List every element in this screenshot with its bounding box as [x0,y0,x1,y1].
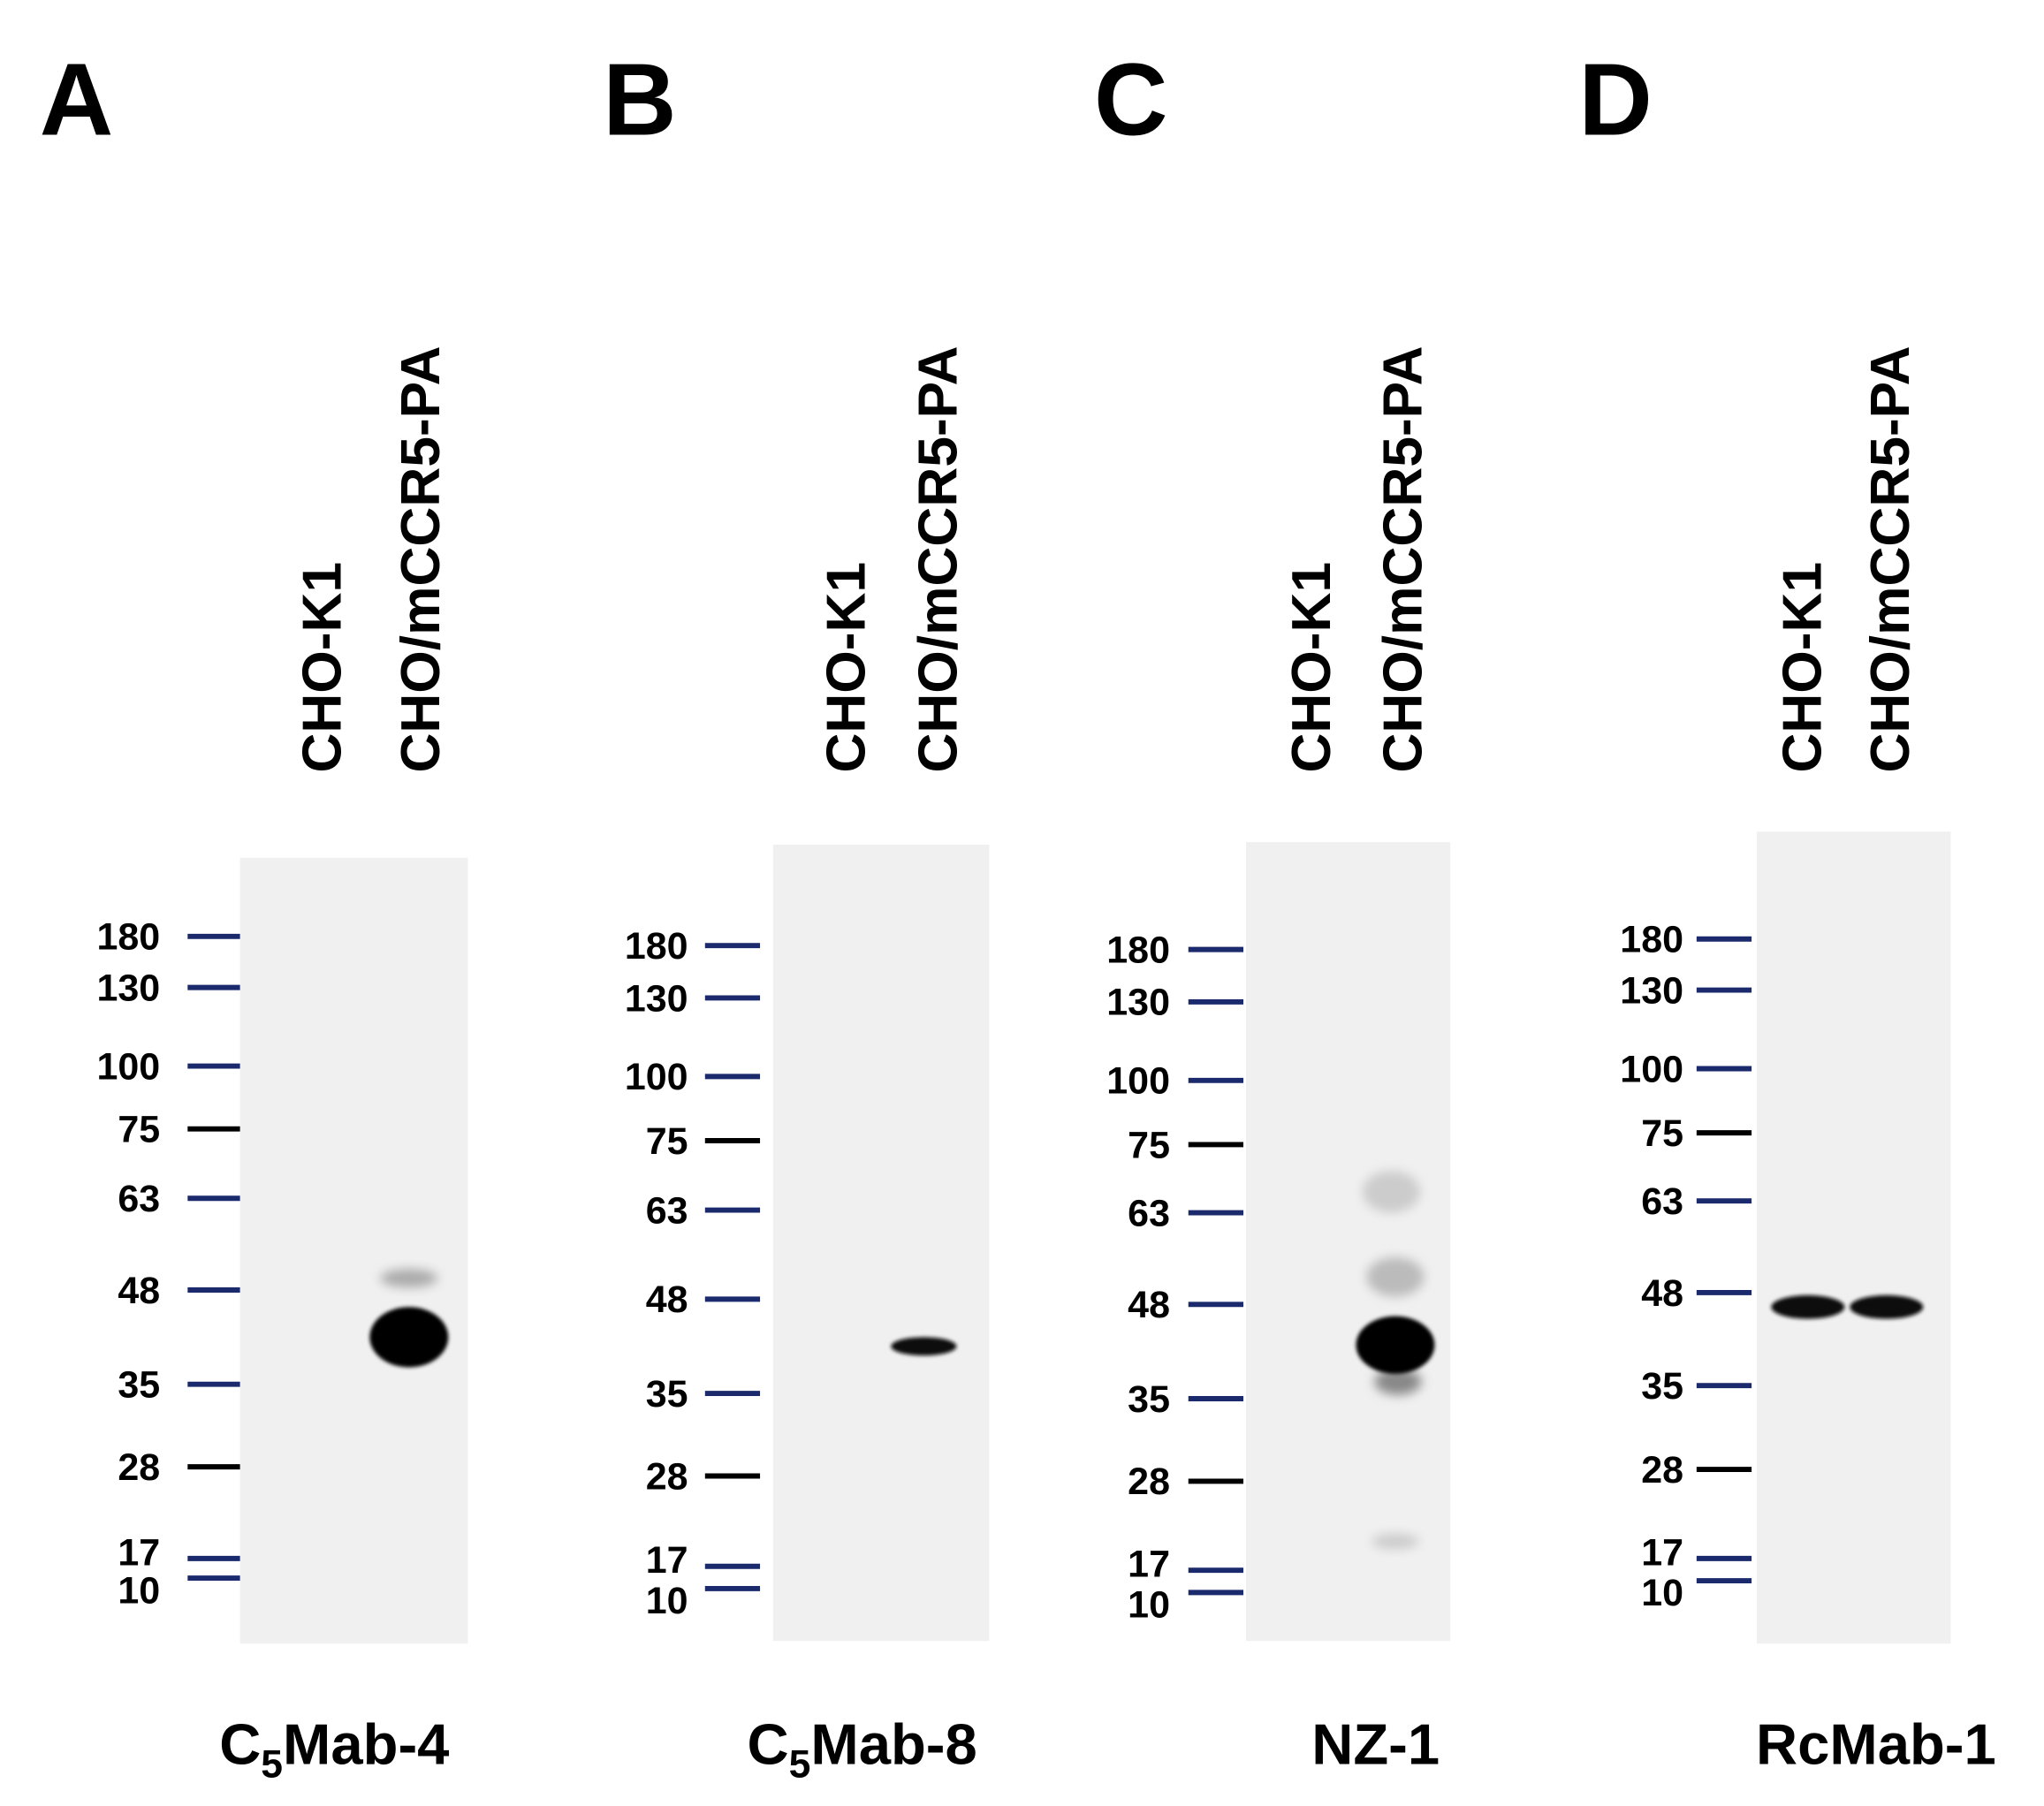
panel-letter: B [603,43,677,157]
marker-label: 48 [1128,1284,1170,1326]
antibody-subscript: 5 [789,1742,811,1786]
lane-label: CHO-K1 [1281,562,1342,773]
marker-label: 63 [1641,1180,1683,1223]
blot-membrane [772,845,990,1642]
marker-label: 100 [1620,1048,1683,1090]
antibody-name: C5Mab-4 [219,1712,449,1787]
marker-label: 75 [646,1120,688,1163]
marker-label: 130 [1620,969,1683,1012]
blot-membrane [1757,831,1951,1644]
marker-label: 63 [118,1178,160,1220]
panel: A CHO-K1 CHO/mCCR5-PA 180 130 100 75 63 48 35 28 17… [40,43,468,1787]
panel: C CHO-K1 CHO/mCCR5-PA 180 130 100 75 63 48 35 28 17… [1094,43,1451,1777]
marker-label: 17 [118,1531,160,1574]
antibody-prefix: RcMab-1 [1756,1712,1996,1777]
antibody-prefix: NZ-1 [1311,1712,1440,1777]
band [1771,1294,1845,1319]
marker-label: 35 [646,1373,688,1415]
marker-label: 63 [1128,1192,1170,1234]
antibody-subscript: 5 [261,1742,283,1786]
band [380,1269,438,1288]
marker-label: 130 [1106,982,1170,1024]
antibody-name: RcMab-1 [1756,1712,1996,1777]
marker-label: 100 [625,1056,688,1098]
marker-label: 130 [625,977,688,1020]
marker-label: 48 [1641,1272,1683,1315]
antibody-suffix: Mab-8 [810,1712,976,1777]
marker-label: 63 [646,1189,688,1232]
antibody-suffix: Mab-4 [283,1712,449,1777]
marker-label: 100 [96,1045,160,1088]
antibody-prefix: C [219,1712,261,1777]
antibody-name: C5Mab-8 [748,1712,977,1787]
marker-label: 130 [96,967,160,1009]
marker-label: 35 [118,1364,160,1407]
antibody-prefix: C [748,1712,789,1777]
band [1850,1294,1924,1319]
band [1362,1171,1421,1213]
lane-label: CHO-K1 [817,562,878,773]
marker-label: 75 [118,1109,160,1151]
marker-label: 48 [118,1270,160,1312]
panel-letter: D [1578,43,1653,157]
panel-letter: A [40,43,114,157]
marker-label: 35 [1641,1365,1683,1408]
panel: D CHO-K1 CHO/mCCR5-PA 180 130 100 75 63 48 35 28 17… [1578,43,1995,1777]
marker-label: 28 [118,1446,160,1489]
antibody-name: NZ-1 [1311,1712,1440,1777]
panel: B CHO-K1 CHO/mCCR5-PA 180 130 100 75 63 48 35 28 17… [603,43,990,1787]
marker-label: 10 [646,1580,688,1622]
marker-label: 100 [1106,1060,1170,1103]
blot-membrane [239,857,468,1644]
marker-label: 180 [96,916,160,959]
lane-label: CHO/mCCR5-PA [391,345,452,772]
lane-label: CHO/mCCR5-PA [908,345,969,772]
marker-label: 17 [646,1539,688,1582]
marker-label: 28 [646,1455,688,1498]
marker-label: 180 [625,925,688,968]
lane-label: CHO/mCCR5-PA [1373,345,1434,772]
marker-label: 48 [646,1279,688,1321]
blot-membrane [1245,842,1451,1642]
marker-label: 35 [1128,1378,1170,1421]
lane-label: CHO/mCCR5-PA [1860,345,1921,772]
panel-letter: C [1094,43,1168,157]
lane-label: CHO-K1 [1773,562,1834,773]
lane-label: CHO-K1 [293,562,353,773]
marker-label: 10 [1641,1572,1683,1614]
marker-label: 28 [1128,1461,1170,1503]
band [1366,1256,1425,1297]
marker-label: 75 [1641,1112,1683,1155]
marker-label: 17 [1641,1531,1683,1574]
marker-label: 17 [1128,1544,1170,1586]
marker-label: 10 [118,1569,160,1612]
marker-label: 10 [1128,1584,1170,1627]
band [891,1337,957,1356]
marker-label: 180 [1620,919,1683,961]
band [1356,1316,1435,1374]
band [369,1307,449,1368]
marker-label: 75 [1128,1124,1170,1166]
marker-label: 28 [1641,1449,1683,1491]
marker-label: 180 [1106,929,1170,971]
band [1372,1533,1419,1550]
band [1374,1368,1422,1395]
